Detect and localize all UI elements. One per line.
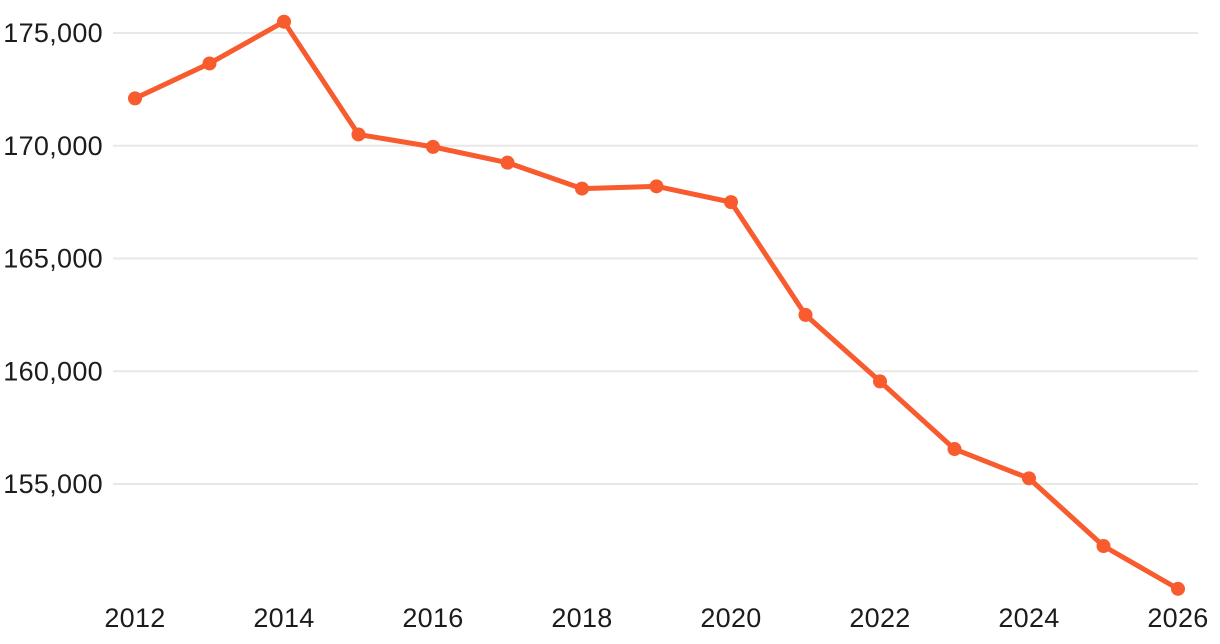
data-point: [575, 181, 589, 196]
data-point: [1096, 539, 1111, 554]
data-point: [426, 139, 440, 154]
x-axis-tick-label: 2020: [700, 603, 761, 633]
data-point: [947, 442, 962, 457]
y-axis-tick-label: 160,000: [3, 356, 103, 386]
x-axis-tick-label: 2018: [551, 603, 612, 633]
data-point: [202, 56, 217, 71]
data-point: [500, 155, 515, 170]
y-axis-tick-label: 165,000: [3, 244, 103, 274]
data-point: [724, 195, 738, 210]
data-point: [1022, 471, 1036, 486]
data-point: [798, 307, 813, 322]
data-point: [351, 127, 366, 142]
trend-line: [132, 19, 1181, 592]
data-point: [128, 91, 142, 106]
x-axis-tick-label: 2026: [1147, 603, 1208, 633]
x-axis-tick-label: 2014: [253, 603, 314, 633]
x-axis-tick-label: 2016: [402, 603, 463, 633]
data-point: [649, 179, 664, 194]
x-axis-tick-label: 2012: [104, 603, 165, 633]
y-axis-tick-label: 170,000: [3, 131, 103, 161]
data-point: [1171, 581, 1185, 596]
data-point: [873, 374, 887, 389]
data-point: [277, 14, 291, 29]
x-axis-tick-label: 2022: [849, 603, 910, 633]
y-axis-tick-label: 155,000: [3, 469, 103, 499]
x-axis-tick-label: 2024: [998, 603, 1059, 633]
y-axis-tick-label: 175,000: [3, 18, 103, 48]
